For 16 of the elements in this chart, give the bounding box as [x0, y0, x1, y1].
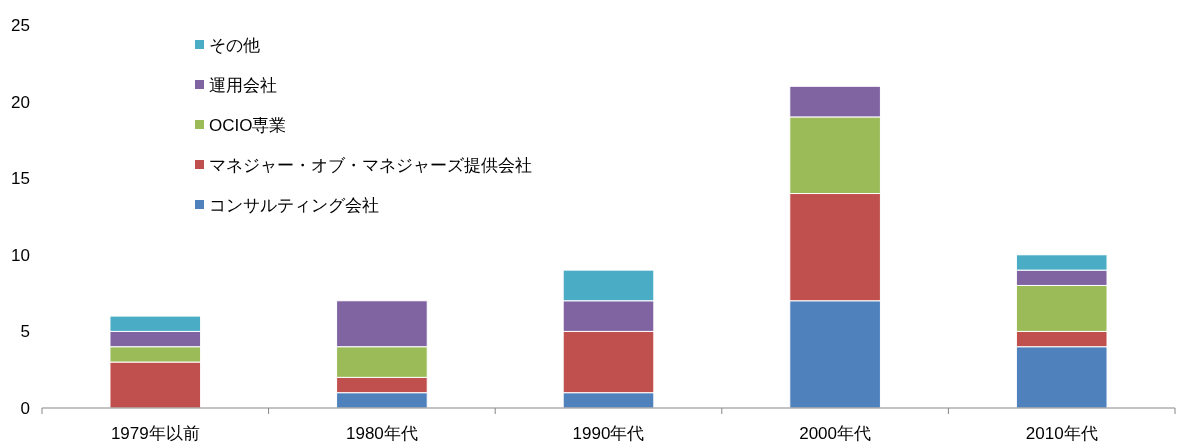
x-tick-label: 1990年代	[572, 424, 645, 443]
x-tick-label: 2000年代	[799, 424, 872, 443]
y-tick-label: 0	[20, 398, 30, 418]
y-tick-label: 15	[11, 169, 30, 189]
legend-label: マネジャー・オブ・マネジャーズ提供会社	[209, 155, 532, 175]
x-tick-label: 2010年代	[1025, 424, 1098, 443]
legend-label: 運用会社	[209, 75, 277, 95]
legend-label: その他	[209, 35, 260, 55]
y-tick-label: 10	[11, 245, 30, 265]
y-tick-label: 5	[20, 322, 30, 342]
legend-label: OCIO専業	[209, 115, 287, 135]
y-tick-label: 25	[11, 15, 30, 35]
legend-label: コンサルティング会社	[209, 195, 379, 215]
x-tick-label: 1979年以前	[110, 424, 200, 443]
x-tick-label: 1980年代	[345, 424, 418, 443]
y-tick-label: 20	[11, 92, 30, 112]
